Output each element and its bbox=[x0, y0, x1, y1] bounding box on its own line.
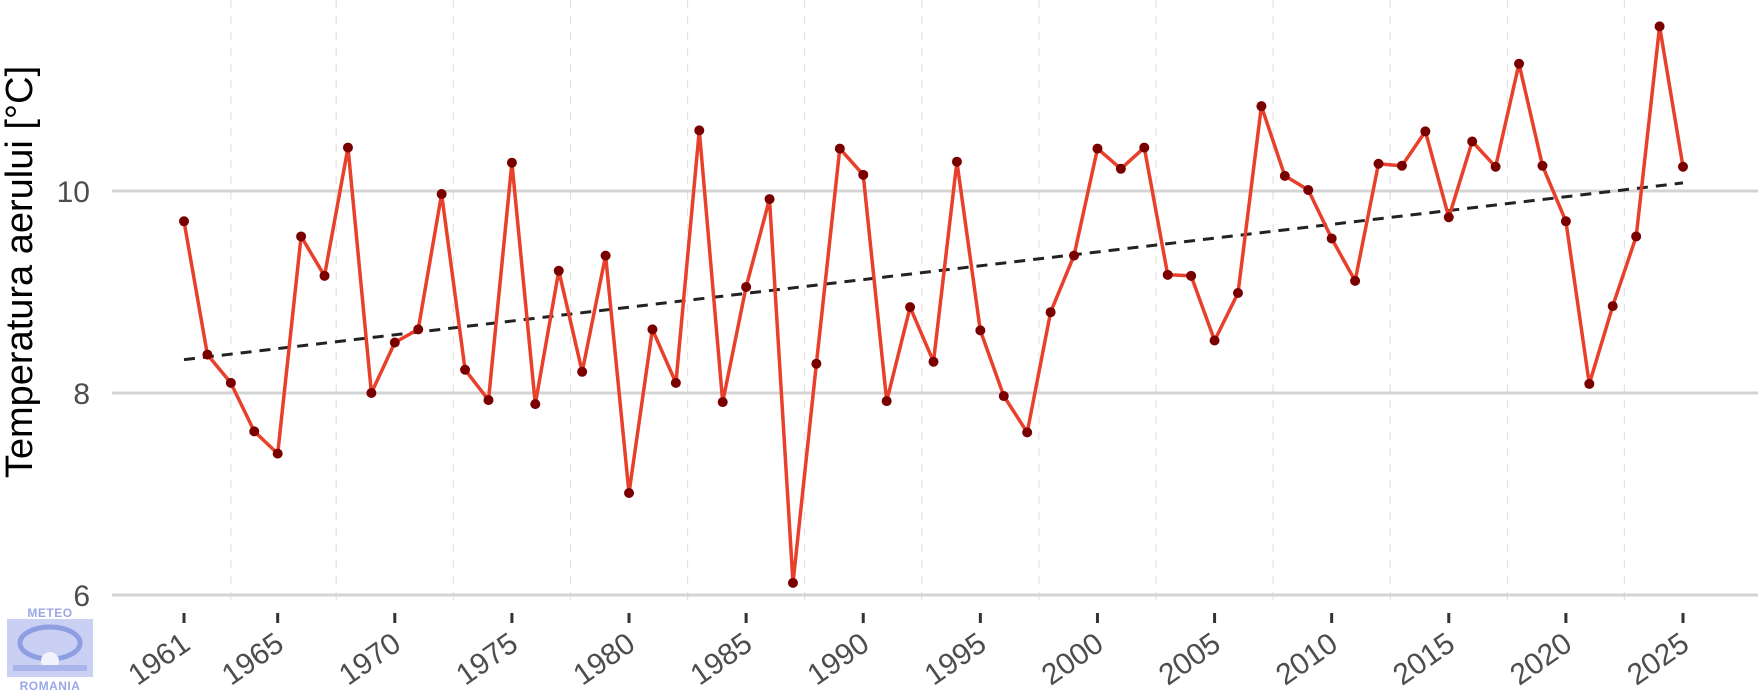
data-point bbox=[717, 397, 728, 408]
data-point bbox=[1256, 101, 1267, 112]
x-tick-label: 2010 bbox=[1270, 627, 1344, 692]
x-axis-ticks: 1961 1965 1970 1975 1980 1985 1990 1995 2000 2005… bbox=[122, 613, 1695, 692]
y-axis-ticks: 6 8 10 bbox=[57, 176, 90, 613]
x-tick-label: 1975 bbox=[450, 627, 524, 692]
x-tick-label: 1965 bbox=[216, 627, 290, 692]
data-point bbox=[319, 270, 330, 281]
y-tick-label: 10 bbox=[57, 176, 90, 209]
data-point bbox=[600, 250, 611, 261]
x-tick-label: 1985 bbox=[685, 627, 759, 692]
x-tick-label: 2025 bbox=[1621, 627, 1695, 692]
data-point bbox=[1654, 21, 1665, 32]
data-point bbox=[858, 169, 869, 180]
x-tick-label: 2000 bbox=[1036, 627, 1110, 692]
logo-mark-icon bbox=[7, 619, 93, 677]
data-point bbox=[530, 399, 541, 410]
data-point bbox=[1350, 275, 1361, 286]
data-point bbox=[787, 577, 798, 588]
x-tick-label: 2020 bbox=[1504, 627, 1578, 692]
data-point bbox=[179, 216, 189, 227]
data-point bbox=[1279, 170, 1290, 181]
data-point bbox=[483, 395, 494, 406]
trend-line bbox=[183, 181, 1684, 362]
data-point bbox=[389, 337, 400, 348]
data-point bbox=[1443, 212, 1454, 223]
data-point bbox=[1607, 301, 1618, 312]
data-point bbox=[1420, 126, 1431, 137]
data-point bbox=[1209, 335, 1220, 346]
data-point bbox=[1045, 307, 1056, 318]
data-point bbox=[1584, 378, 1595, 389]
data-point bbox=[1678, 161, 1688, 172]
data-point bbox=[225, 377, 236, 388]
data-point bbox=[506, 157, 517, 168]
data-point bbox=[741, 281, 752, 292]
data-point bbox=[834, 143, 845, 154]
y-tick-label: 6 bbox=[73, 580, 90, 613]
data-point bbox=[905, 302, 916, 313]
data-point bbox=[249, 426, 260, 437]
logo-top-text: METEO bbox=[27, 606, 73, 620]
data-point bbox=[1022, 427, 1033, 438]
data-point bbox=[764, 194, 775, 205]
data-point bbox=[647, 324, 658, 335]
data-point bbox=[694, 125, 705, 136]
data-point bbox=[1092, 143, 1103, 154]
data-point bbox=[366, 388, 377, 398]
data-point bbox=[975, 325, 986, 336]
data-point bbox=[436, 189, 447, 200]
data-point bbox=[951, 156, 962, 167]
data-point bbox=[624, 487, 635, 498]
data-point bbox=[1115, 163, 1126, 174]
y-tick-label: 8 bbox=[73, 378, 90, 411]
data-point bbox=[1186, 270, 1197, 281]
data-point bbox=[1303, 184, 1314, 195]
data-point bbox=[296, 231, 307, 242]
data-point bbox=[577, 366, 588, 377]
grid-lines bbox=[112, 0, 1758, 605]
data-point bbox=[1373, 158, 1384, 169]
x-tick-label: 1970 bbox=[333, 627, 407, 692]
x-tick-label: 2005 bbox=[1153, 627, 1227, 692]
data-point bbox=[670, 377, 681, 388]
data-point bbox=[998, 391, 1009, 402]
logo-bottom-text: ROMANIA bbox=[19, 679, 81, 693]
temperature-line bbox=[182, 24, 1685, 585]
data-point bbox=[881, 396, 892, 407]
x-tick-label: 1995 bbox=[919, 627, 993, 692]
y-axis-title: Temperatura aerului [°C] bbox=[0, 66, 41, 478]
data-point bbox=[272, 448, 283, 459]
data-point bbox=[1514, 58, 1525, 69]
data-point bbox=[460, 364, 471, 375]
data-point bbox=[928, 356, 939, 367]
data-point bbox=[413, 324, 424, 335]
x-tick-label: 1980 bbox=[567, 627, 641, 692]
data-point bbox=[1232, 288, 1243, 299]
data-point bbox=[1396, 160, 1407, 171]
data-point bbox=[1139, 142, 1150, 153]
trend-line-path bbox=[183, 181, 1684, 362]
data-point bbox=[1537, 160, 1548, 171]
temperature-series bbox=[179, 21, 1688, 588]
data-point bbox=[553, 265, 564, 276]
data-point bbox=[1490, 161, 1501, 172]
data-point bbox=[1631, 231, 1642, 242]
data-point bbox=[1326, 233, 1337, 244]
data-point bbox=[1560, 216, 1571, 227]
x-tick-label: 1990 bbox=[802, 627, 876, 692]
meteo-romania-logo: METEO ROMANIA bbox=[4, 606, 96, 693]
data-point bbox=[811, 358, 822, 369]
data-point bbox=[1467, 136, 1478, 147]
data-point bbox=[1162, 269, 1173, 280]
x-tick-label: 2015 bbox=[1387, 627, 1461, 692]
x-tick-label: 1961 bbox=[122, 627, 196, 692]
data-point bbox=[342, 142, 353, 153]
data-point bbox=[1069, 250, 1080, 261]
data-point bbox=[202, 349, 213, 360]
